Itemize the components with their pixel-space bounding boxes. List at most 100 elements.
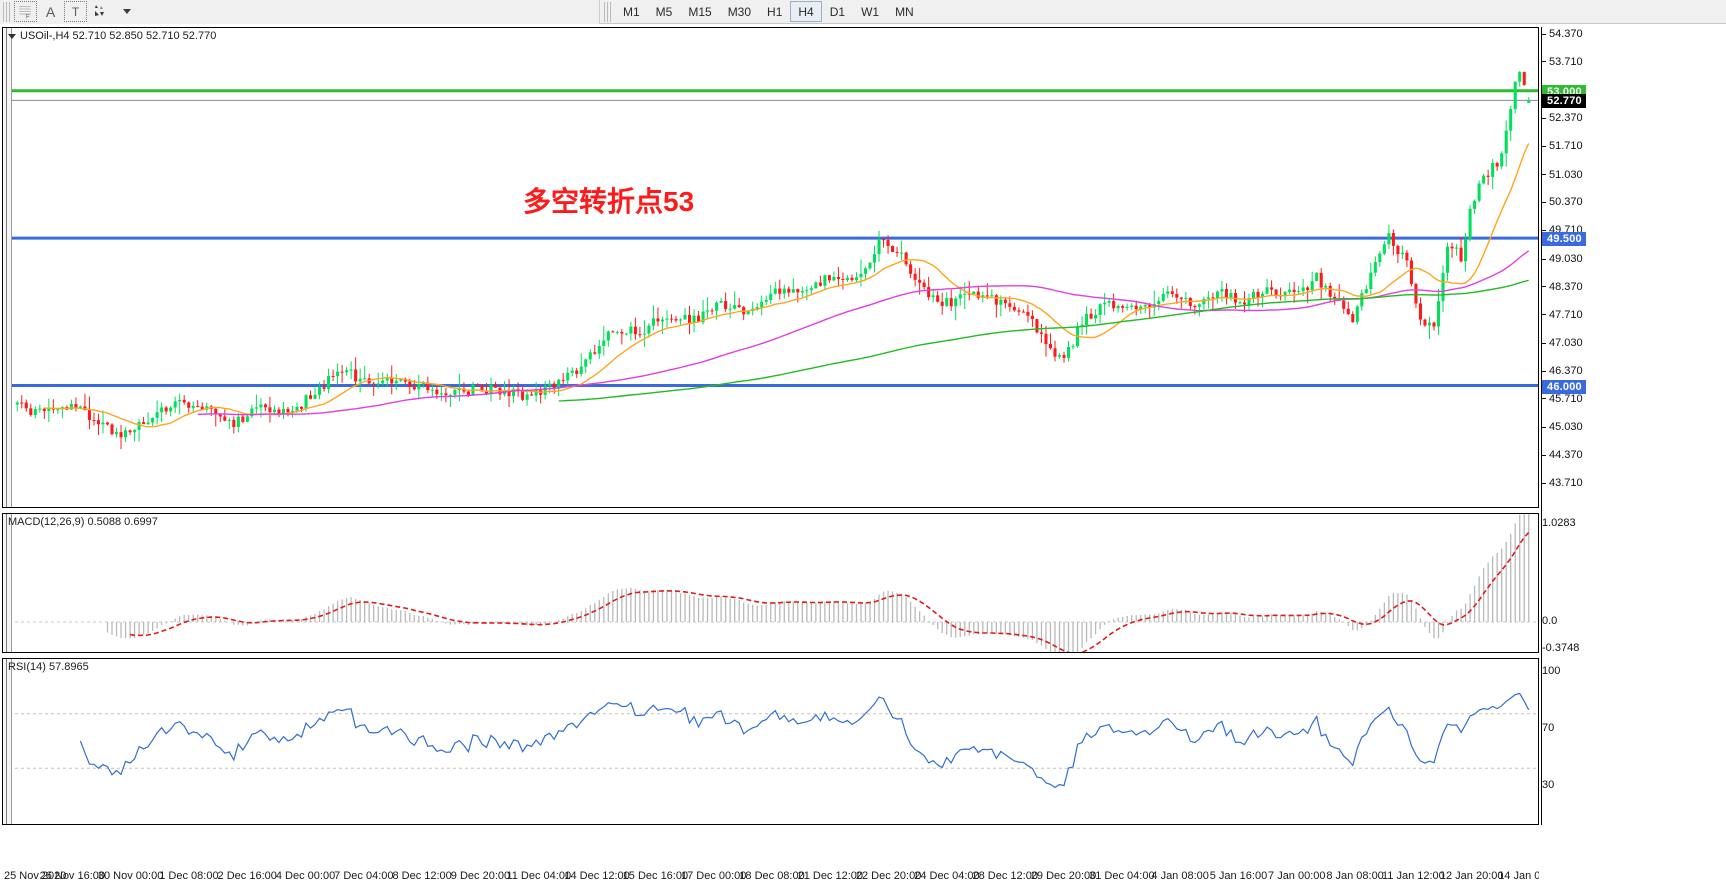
time-axis-rule [2, 826, 1539, 827]
macd-pane-title: MACD(12,26,9) 0.5088 0.6997 [8, 516, 158, 528]
chart-annotation-text: 多空转折点53 [523, 186, 695, 217]
rsi-pane[interactable]: RSI(14) 57.8965 [2, 658, 1539, 825]
rsi-chart-svg [3, 692, 1538, 789]
price-tick-44-370: 44.370 [1542, 449, 1583, 461]
price-tick-label: 48.370 [1549, 280, 1583, 293]
price-tick-46-370: 46.370 [1542, 365, 1583, 377]
tick-mark-icon [1542, 145, 1546, 147]
price-badge-49-500[interactable]: 49.500 [1542, 232, 1586, 247]
symbol-ohlc-label: USOil-,H4 52.710 52.850 52.710 52.770 [20, 30, 217, 42]
price-badge-46-000[interactable]: 46.000 [1542, 379, 1586, 394]
macd-pane-gutter[interactable] [3, 514, 12, 652]
tab-timeframe-h4[interactable]: H4 [790, 1, 822, 22]
shapes-dropdown-arrow[interactable] [114, 1, 137, 22]
price-tick-label: 47.710 [1549, 308, 1583, 321]
price-tick-label: 45.710 [1549, 392, 1583, 405]
text-label-glyph: A [45, 3, 56, 20]
rsi-tick-label: 100 [1542, 665, 1561, 677]
toolbar-grip[interactable] [3, 1, 10, 22]
rsi-tick-label: 30 [1542, 779, 1555, 791]
price-tick-53-710: 53.710 [1542, 56, 1583, 68]
price-tick-label: 47.030 [1549, 337, 1583, 350]
toolbar-separator[interactable] [604, 1, 611, 22]
svg-text:F: F [26, 15, 30, 20]
tick-mark-icon [1542, 482, 1546, 484]
rsi-plot-area[interactable] [3, 659, 1538, 824]
time-axis-label: 14 Jan 00:00 [1498, 870, 1539, 882]
tick-mark-icon [1542, 174, 1546, 176]
tick-mark-icon [1542, 314, 1546, 316]
price-pane-title: USOil-,H4 52.710 52.850 52.710 52.770 [8, 30, 216, 42]
price-tick-48-370: 48.370 [1542, 281, 1583, 293]
time-axis-label: 9 Dec 20:00 [450, 870, 511, 882]
tick-mark-icon [1542, 33, 1546, 35]
toolbar: F A T M1 [0, 0, 1726, 24]
price-tick-49-030: 49.030 [1542, 253, 1583, 265]
time-axis-label: 11 Dec 04:00 [506, 870, 572, 882]
time-axis-label: 15 Dec 16:00 [622, 870, 689, 882]
tab-timeframe-mn[interactable]: MN [895, 4, 914, 19]
rsi-tick-label: 70 [1542, 722, 1555, 734]
price-tick-label: 50.370 [1549, 196, 1583, 209]
time-axis-label: 14 Dec 12:00 [564, 870, 630, 882]
price-tick-label: 51.710 [1549, 140, 1583, 153]
price-tick-label: 53.710 [1549, 55, 1583, 68]
tab-timeframe-m30[interactable]: M30 [727, 4, 752, 19]
price-tick-47-030: 47.030 [1542, 337, 1583, 349]
price-tick-45-710: 45.710 [1542, 393, 1583, 405]
tab-timeframe-h1[interactable]: H1 [767, 4, 783, 19]
time-axis-label: 24 Dec 04:00 [914, 870, 980, 882]
rsi-pane-title: RSI(14) 57.8965 [8, 661, 89, 673]
tab-timeframe-d1[interactable]: D1 [829, 4, 846, 19]
time-axis-label: 1 Dec 08:00 [159, 870, 219, 882]
tick-mark-icon [1542, 342, 1546, 344]
tab-timeframe-w1[interactable]: W1 [861, 4, 880, 19]
toolbar-left-group: F A T [0, 0, 600, 24]
price-tick-51-710: 51.710 [1542, 140, 1583, 152]
price-pane-gutter[interactable] [3, 28, 12, 507]
time-axis-label: 30 Nov 00:00 [97, 870, 164, 882]
rsi-pane-gutter[interactable] [3, 659, 12, 824]
tick-mark-icon [1542, 229, 1546, 231]
price-pane[interactable]: USOil-,H4 52.710 52.850 52.710 52.770 多空… [2, 27, 1539, 508]
price-badge-52-770[interactable]: 52.770 [1542, 94, 1586, 109]
tab-timeframe-m1[interactable]: M1 [623, 4, 640, 19]
time-axis-label: 25 Nov 2020 [4, 870, 67, 882]
tick-mark-icon [1542, 454, 1546, 456]
time-axis-label: 28 Dec 12:00 [972, 870, 1038, 882]
time-axis-label: 26 Nov 16:00 [39, 870, 106, 882]
price-tick-47-710: 47.710 [1542, 309, 1583, 321]
time-axis-label: 8 Dec 12:00 [392, 870, 452, 882]
crosshair-icon[interactable]: F [14, 1, 37, 22]
price-tick-label: 51.030 [1549, 168, 1583, 181]
tab-timeframe-m15[interactable]: M15 [688, 4, 712, 19]
price-tick-54-370: 54.370 [1542, 28, 1583, 40]
time-axis-label: 11 Jan 12:00 [1381, 870, 1445, 882]
price-scale[interactable]: 54.370 53.710 52.370 51.710 51.030 50.370 49.7… [1541, 27, 1724, 825]
shapes-icon[interactable] [89, 1, 112, 22]
price-tick-label: 52.370 [1549, 112, 1583, 125]
time-axis-label: 4 Jan 08:00 [1151, 870, 1209, 882]
chevron-down-icon [122, 9, 131, 14]
time-axis-label: 12 Jan 20:00 [1439, 870, 1504, 882]
price-plot-area[interactable] [3, 28, 1538, 507]
time-axis-label: 29 Dec 20:00 [1030, 870, 1097, 882]
collapse-triangle-icon[interactable] [8, 33, 16, 39]
price-tick-label: 44.370 [1549, 449, 1583, 462]
text-label-icon[interactable]: A [39, 1, 62, 22]
tab-timeframe-m5[interactable]: M5 [655, 4, 673, 19]
price-tick-label: 46.370 [1549, 364, 1583, 377]
price-tick-52-370: 52.370 [1542, 112, 1583, 124]
macd-plot-area[interactable] [3, 514, 1538, 652]
macd-pane[interactable]: MACD(12,26,9) 0.5088 0.6997 [2, 513, 1539, 653]
time-axis-label: 31 Dec 04:00 [1089, 870, 1155, 882]
text-box-glyph: T [71, 4, 80, 19]
price-tick-label: 45.030 [1549, 421, 1583, 434]
time-axis: 25 Nov 2020 26 Nov 16:00 30 Nov 00:00 1 Dec… [2, 826, 1539, 890]
macd-tick-label: 0.0 [1542, 615, 1558, 627]
price-tick-50-370: 50.370 [1542, 196, 1583, 208]
text-box-icon[interactable]: T [64, 1, 87, 22]
time-axis-label: 7 Jan 00:00 [1268, 870, 1326, 882]
time-axis-label: 4 Dec 00:00 [275, 870, 336, 882]
